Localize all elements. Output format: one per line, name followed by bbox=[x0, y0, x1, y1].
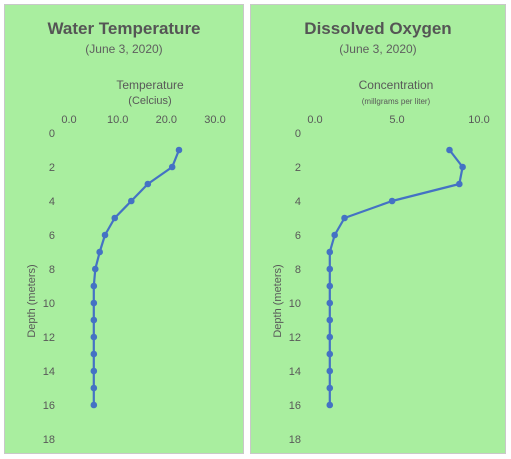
data-point bbox=[341, 214, 348, 222]
data-point bbox=[326, 282, 334, 290]
chart-title: Water Temperature bbox=[47, 19, 201, 38]
series-line bbox=[92, 149, 181, 405]
oxygen-chart: Concentration (millgrams per liter) Depth … bbox=[272, 78, 490, 446]
y-tick-label: 14 bbox=[43, 366, 55, 378]
data-point bbox=[90, 316, 98, 324]
chart-subtitle: (June 3, 2020) bbox=[85, 42, 163, 56]
chart-title: Dissolved Oxygen bbox=[304, 19, 452, 38]
data-point bbox=[90, 282, 98, 290]
oxygen-chart-panel: Dissolved Oxygen (June 3, 2020) Concentr… bbox=[250, 4, 506, 454]
data-point bbox=[90, 401, 98, 409]
x-axis-subtitle: (Celcius) bbox=[128, 95, 171, 107]
data-point bbox=[331, 231, 338, 239]
x-tick-label: 0.0 bbox=[307, 114, 322, 126]
x-axis-subtitle: (millgrams per liter) bbox=[362, 97, 431, 106]
data-point bbox=[326, 248, 334, 256]
data-point bbox=[90, 384, 98, 392]
data-point bbox=[456, 180, 463, 188]
data-point bbox=[446, 146, 453, 154]
x-tick-label: 30.0 bbox=[204, 114, 225, 126]
data-point bbox=[90, 367, 98, 375]
y-tick-label: 2 bbox=[49, 162, 55, 174]
y-tick-label: 14 bbox=[289, 366, 301, 378]
data-point bbox=[459, 163, 466, 171]
data-point bbox=[326, 350, 334, 358]
y-tick-label: 12 bbox=[43, 332, 55, 344]
data-point bbox=[111, 214, 119, 222]
x-tick-label: 0.0 bbox=[61, 114, 76, 126]
y-tick-label: 10 bbox=[289, 298, 301, 310]
y-tick-label: 16 bbox=[289, 400, 301, 412]
y-tick-label: 12 bbox=[289, 332, 301, 344]
y-axis-title: Depth (meters) bbox=[272, 264, 284, 337]
y-tick-label: 0 bbox=[295, 128, 301, 140]
chart-subtitle: (June 3, 2020) bbox=[339, 42, 417, 56]
y-tick-label: 4 bbox=[49, 196, 55, 208]
data-point bbox=[91, 265, 99, 273]
x-tick-label: 20.0 bbox=[156, 114, 177, 126]
data-point bbox=[326, 401, 334, 409]
data-point bbox=[326, 384, 334, 392]
data-point bbox=[326, 316, 334, 324]
data-point bbox=[101, 231, 109, 239]
y-tick-label: 4 bbox=[295, 196, 301, 208]
data-point bbox=[168, 163, 176, 171]
data-point bbox=[144, 180, 152, 188]
y-tick-label: 6 bbox=[49, 230, 55, 242]
data-point bbox=[90, 299, 98, 307]
y-tick-label: 8 bbox=[49, 264, 55, 276]
data-point bbox=[175, 146, 183, 154]
y-tick-label: 8 bbox=[295, 264, 301, 276]
data-point bbox=[388, 197, 396, 205]
data-point bbox=[90, 350, 98, 358]
temperature-chart-panel: Water Temperature (June 3, 2020) Tempera… bbox=[4, 4, 244, 454]
y-tick-label: 18 bbox=[289, 434, 301, 446]
series-line bbox=[328, 149, 464, 405]
x-axis-title: Temperature bbox=[116, 78, 184, 92]
y-tick-label: 2 bbox=[295, 162, 301, 174]
x-tick-label: 10.0 bbox=[468, 114, 489, 126]
data-point bbox=[90, 333, 98, 341]
data-point bbox=[326, 333, 334, 341]
data-point bbox=[326, 265, 334, 273]
temperature-chart: Temperature (Celcius) Depth (meters) 0.0 10.… bbox=[26, 78, 226, 446]
y-tick-label: 16 bbox=[43, 400, 55, 412]
x-axis-title: Concentration bbox=[359, 78, 434, 92]
data-point bbox=[326, 299, 334, 307]
data-point bbox=[326, 367, 334, 375]
y-tick-label: 10 bbox=[43, 298, 55, 310]
x-tick-label: 5.0 bbox=[389, 114, 404, 126]
data-point bbox=[127, 197, 135, 205]
y-tick-label: 6 bbox=[295, 230, 301, 242]
y-axis-title: Depth (meters) bbox=[26, 264, 38, 337]
data-point bbox=[96, 248, 103, 256]
y-tick-label: 18 bbox=[43, 434, 55, 446]
y-tick-label: 0 bbox=[49, 128, 55, 140]
x-tick-label: 10.0 bbox=[107, 114, 128, 126]
